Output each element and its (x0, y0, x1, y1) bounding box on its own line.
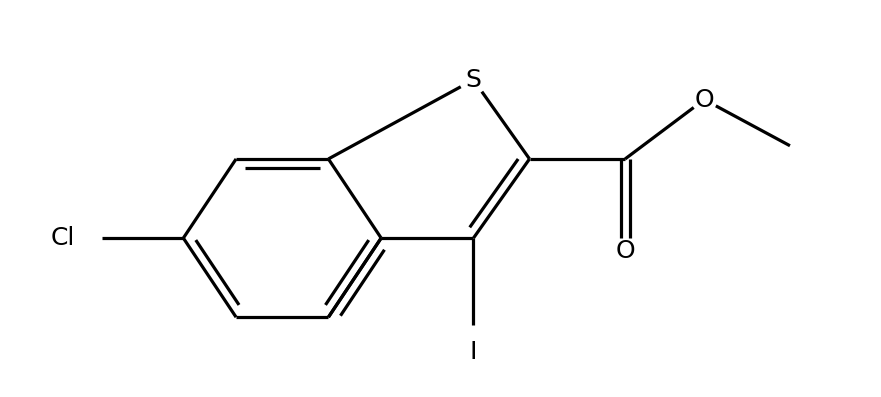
Text: O: O (615, 239, 635, 263)
Text: O: O (694, 88, 714, 112)
Text: I: I (470, 340, 478, 364)
Text: Cl: Cl (50, 226, 75, 250)
Text: S: S (465, 68, 481, 92)
